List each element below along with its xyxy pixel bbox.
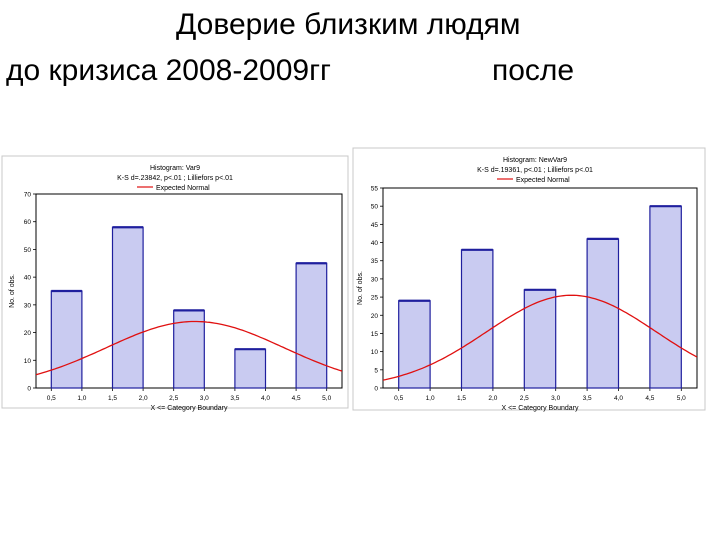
chart-right-x-tick-label: 1,5 [457, 395, 466, 402]
chart-left-bar-4 [234, 348, 267, 389]
chart-left-legend-label: Expected Normal [156, 185, 210, 192]
chart-right-bar-2 [460, 249, 494, 389]
chart-right-x-tick-label: 2,0 [488, 395, 497, 402]
chart-left-title: Histogram: Var9 [150, 165, 200, 172]
chart-right-x-tick-label: 0,5 [394, 395, 403, 402]
chart-left-bar-3 [173, 309, 205, 389]
chart-right-x-tick-label: 4,5 [645, 395, 654, 402]
chart-left-y-axis-label: No. of obs. [9, 274, 16, 308]
chart-left-x-tick-label: 2,5 [169, 395, 178, 402]
chart-right-x-tick-label: 4,0 [614, 395, 623, 402]
chart-left-normal-curve [36, 320, 342, 376]
chart-left-bar-5 [295, 262, 328, 389]
chart-left-x-tick-label: 1,5 [108, 395, 117, 402]
chart-right-y-tick-label: 45 [371, 222, 379, 229]
chart-left-y-tick-label: 10 [24, 358, 32, 365]
chart-right-y-tick-label: 10 [371, 349, 379, 356]
chart-left-x-tick-label: 1,0 [77, 395, 86, 402]
chart-right-y-tick-label: 20 [371, 313, 379, 320]
chart-right-x-tick-label: 3,5 [583, 395, 592, 402]
chart-right-bar-4 [586, 238, 620, 389]
chart-right-bar-1 [398, 300, 431, 389]
chart-left-x-tick-label: 3,0 [200, 395, 209, 402]
chart-right-bar-5 [649, 205, 682, 389]
chart-left-x-axis-label: X <= Category Boundary [150, 405, 228, 412]
chart-right-y-axis-label: No. of obs. [357, 271, 364, 305]
chart-left-x-tick-label: 4,0 [261, 395, 270, 402]
chart-right-legend-label: Expected Normal [516, 177, 570, 184]
chart-left-y-tick-label: 60 [24, 219, 32, 226]
chart-right-y-tick-label: 15 [371, 331, 379, 338]
chart-right-x-axis-label: X <= Category Boundary [501, 405, 579, 412]
chart-right-x-tick-label: 5,0 [677, 395, 686, 402]
chart-right-y-tick-label: 0 [374, 386, 378, 393]
label-after-crisis: после [492, 54, 575, 87]
chart-left-x-tick-label: 3,5 [230, 395, 239, 402]
chart-right-y-tick-label: 5 [374, 367, 378, 374]
chart-right-y-tick-label: 35 [371, 258, 379, 265]
chart-left-y-tick-label: 20 [24, 330, 32, 337]
chart-right-y-tick-label: 30 [371, 276, 379, 283]
chart-left-x-tick-label: 2,0 [139, 395, 148, 402]
chart-right-y-tick-label: 40 [371, 240, 379, 247]
chart-left-y-tick-label: 40 [24, 275, 32, 282]
chart-left-y-tick-label: 30 [24, 302, 32, 309]
chart-left-bar-1 [50, 290, 83, 389]
chart-left-y-tick-label: 70 [24, 192, 32, 199]
chart-right-y-tick-label: 55 [371, 186, 379, 193]
chart-left-bar-2 [111, 226, 144, 389]
chart-right-normal-curve [383, 294, 697, 381]
label-before-crisis: до кризиса 2008-2009гг [6, 54, 331, 87]
chart-right-x-tick-label: 2,5 [520, 395, 529, 402]
chart-right-y-tick-label: 25 [371, 295, 379, 302]
chart-left-y-tick-label: 0 [27, 386, 31, 393]
slide-title: Доверие близким людям [176, 8, 521, 41]
chart-right-y-tick-label: 50 [371, 204, 379, 211]
chart-right-title: Histogram: NewVar9 [503, 157, 567, 164]
chart-left-y-tick-label: 50 [24, 247, 32, 254]
chart-left-subtitle: K-S d=.23842, p<.01 ; Lilliefors p<.01 [117, 175, 233, 182]
chart-left-x-tick-label: 4,5 [292, 395, 301, 402]
chart-left-x-tick-label: 5,0 [322, 395, 331, 402]
chart-left-x-tick-label: 0,5 [47, 395, 56, 402]
chart-right-bar-3 [523, 289, 557, 389]
chart-right-x-tick-label: 3,0 [551, 395, 560, 402]
chart-right-x-tick-label: 1,0 [426, 395, 435, 402]
chart-right-subtitle: K-S d=.19361, p<.01 ; Lilliefors p<.01 [477, 167, 593, 174]
